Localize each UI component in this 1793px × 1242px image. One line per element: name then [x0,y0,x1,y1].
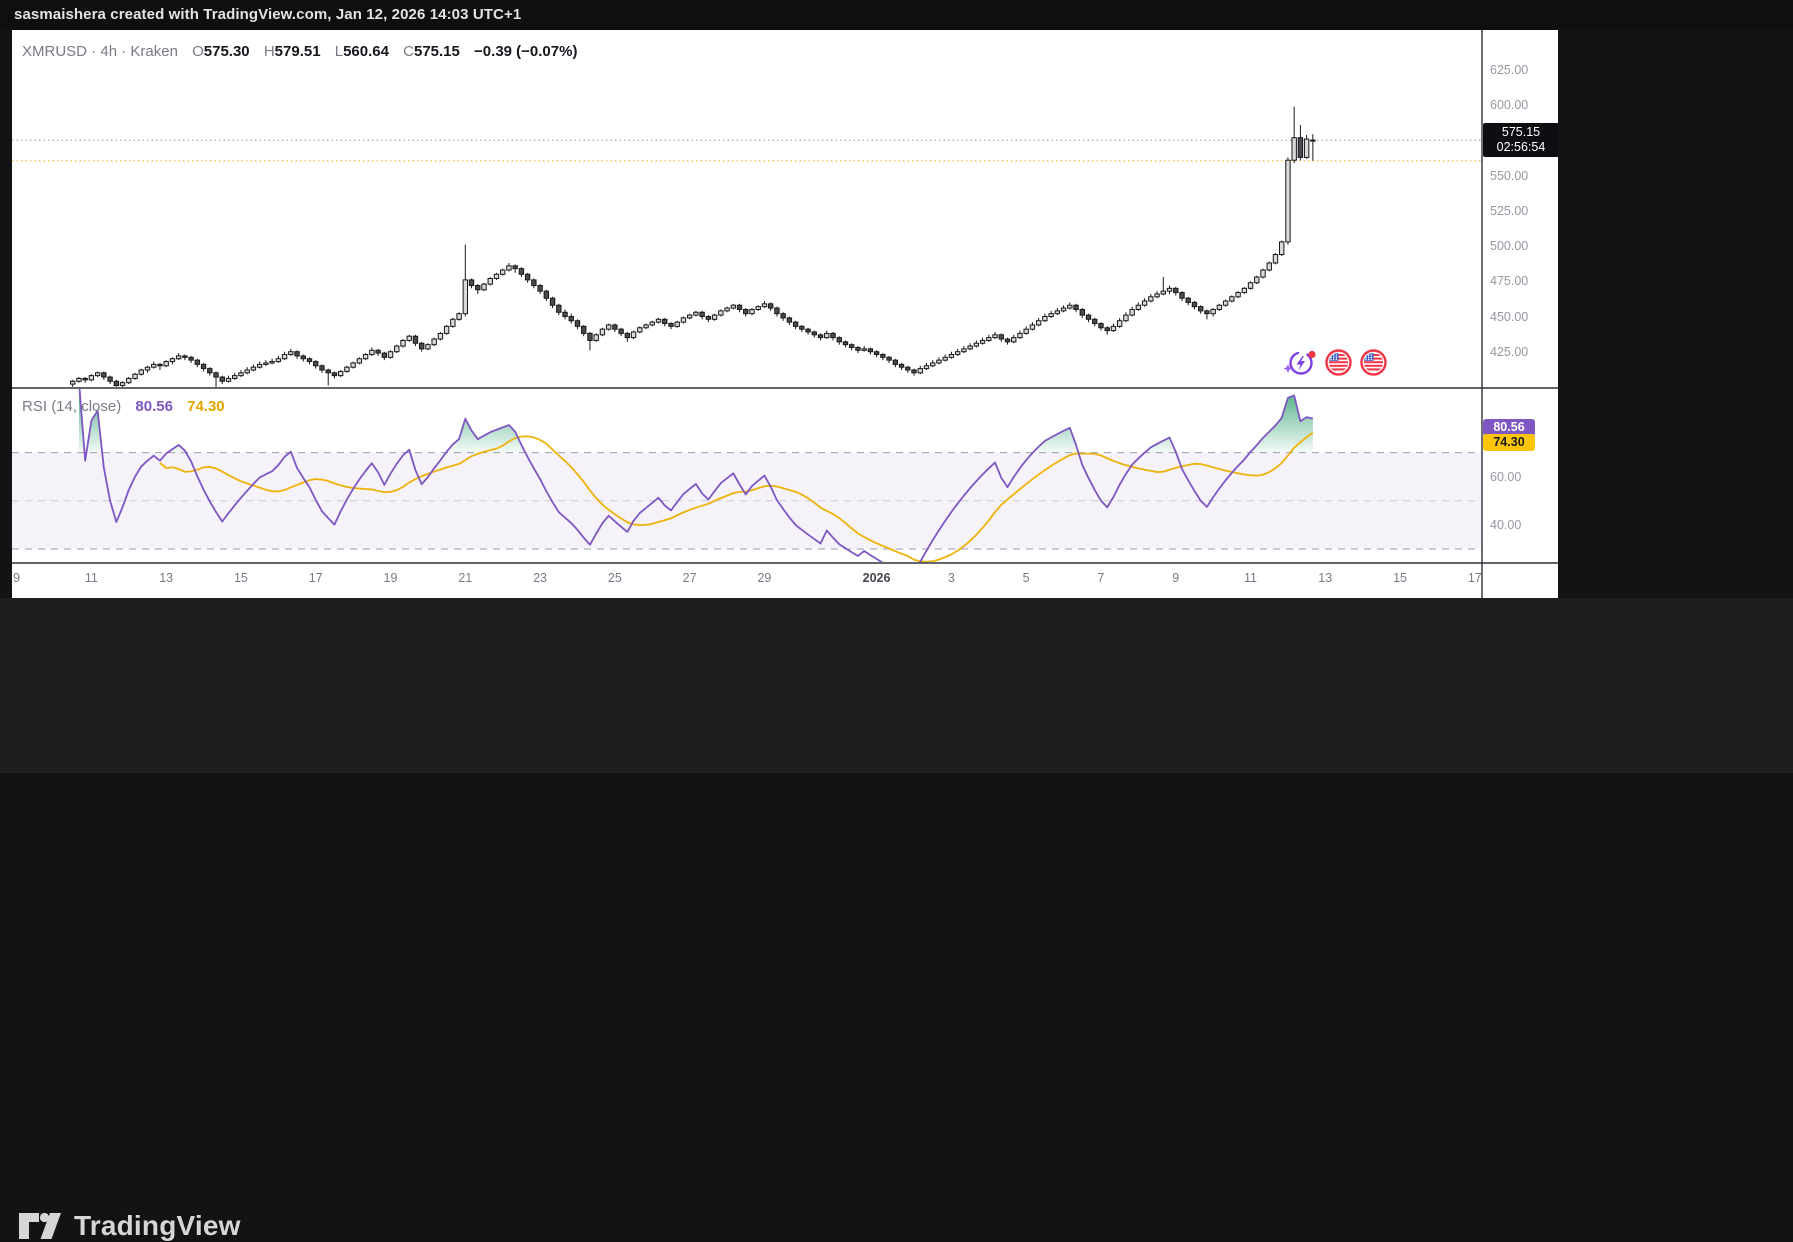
price-axis-label: 450.00 [1490,309,1529,324]
rsi-value-badge: 80.56 [1483,418,1535,436]
chart-panel[interactable]: XMRUSD · 4h · Kraken O575.30 H579.51 L56… [12,30,1559,598]
close-value: 575.15 [413,43,460,60]
symbol-name: XMRUSD · 4h · Kraken [22,43,178,60]
time-axis-label: 17 [1467,571,1482,585]
price-axis-label: 625.00 [1490,63,1529,78]
time-axis-label: 7 [1097,571,1105,585]
high-label: H579.51 [263,43,321,60]
price-axis-label: 500.00 [1490,239,1529,254]
time-axis-label: 21 [458,571,473,585]
rsi-legend[interactable]: RSI (14, close) 80.56 74.30 [22,398,225,415]
price-axis-label: 525.00 [1490,203,1529,218]
time-axis-label: 3 [947,571,955,585]
time-axis-label: 9 [1172,571,1180,585]
rsi-axis-label: 60.00 [1490,469,1522,484]
price-axis-label: 475.00 [1490,274,1529,289]
time-axis-label: 23 [533,571,547,585]
time-axis-label: 11 [84,571,98,585]
change-value: −0.39 (−0.07%) [474,43,578,60]
high-value: 579.51 [274,43,321,60]
time-axis-label: 13 [1318,571,1333,585]
open-label: O575.30 [192,43,250,60]
chart-event-icons [1283,348,1403,383]
symbol-legend[interactable]: XMRUSD · 4h · Kraken O575.30 H579.51 L56… [22,43,577,60]
price-axis-label: 600.00 [1490,98,1529,113]
top-attribution-bar: sasmaishera created with TradingView.com… [0,0,1793,30]
attribution-text: sasmaishera created with TradingView.com… [14,6,522,23]
last-price-value: 575.15 [1501,125,1541,140]
footer-bar: TradingView [0,598,1793,1241]
candle-countdown: 02:56:54 [1496,140,1546,155]
time-axis-label: 17 [308,571,323,585]
time-axis-label: 19 [383,571,398,585]
us-flag-circle-icon[interactable] [1325,349,1352,381]
tradingview-logo-icon [19,1212,61,1239]
rsi-title: RSI (14, close) [22,398,122,415]
time-axis-label: 5 [1022,571,1030,585]
price-axis-label: 425.00 [1490,344,1529,359]
tradingview-logo-text: TradingView [74,1210,241,1241]
tradingview-logo[interactable]: TradingView [17,1210,241,1242]
ai-sparkle-lightning-icon[interactable] [1283,348,1317,383]
close-label: C575.15 [403,43,460,60]
us-flag-circle-icon[interactable] [1360,349,1387,381]
low-value: 560.64 [343,43,389,60]
time-axis-label: 25 [607,571,622,585]
time-axis-label: 13 [159,571,174,585]
low-label: L560.64 [334,43,389,60]
open-value: 575.30 [203,43,250,60]
time-axis-label: 29 [757,571,772,585]
rsi-value: 80.56 [135,398,173,415]
last-price-badge: 575.15 02:56:54 [1483,123,1559,158]
time-axis-label: 2026 [862,571,891,585]
candlestick-and-rsi-chart[interactable] [12,30,1558,598]
time-axis-label: 27 [682,571,697,585]
rsi-ma-value: 74.30 [187,398,225,415]
rsi-axis-label: 40.00 [1490,517,1522,532]
time-axis-label: 9 [13,571,21,585]
price-axis-label: 550.00 [1490,168,1529,183]
rsi-ma-value-badge: 74.30 [1483,433,1535,451]
time-axis-label: 11 [1243,571,1257,585]
time-axis-label: 15 [1393,571,1407,585]
time-axis-label: 15 [233,571,248,585]
